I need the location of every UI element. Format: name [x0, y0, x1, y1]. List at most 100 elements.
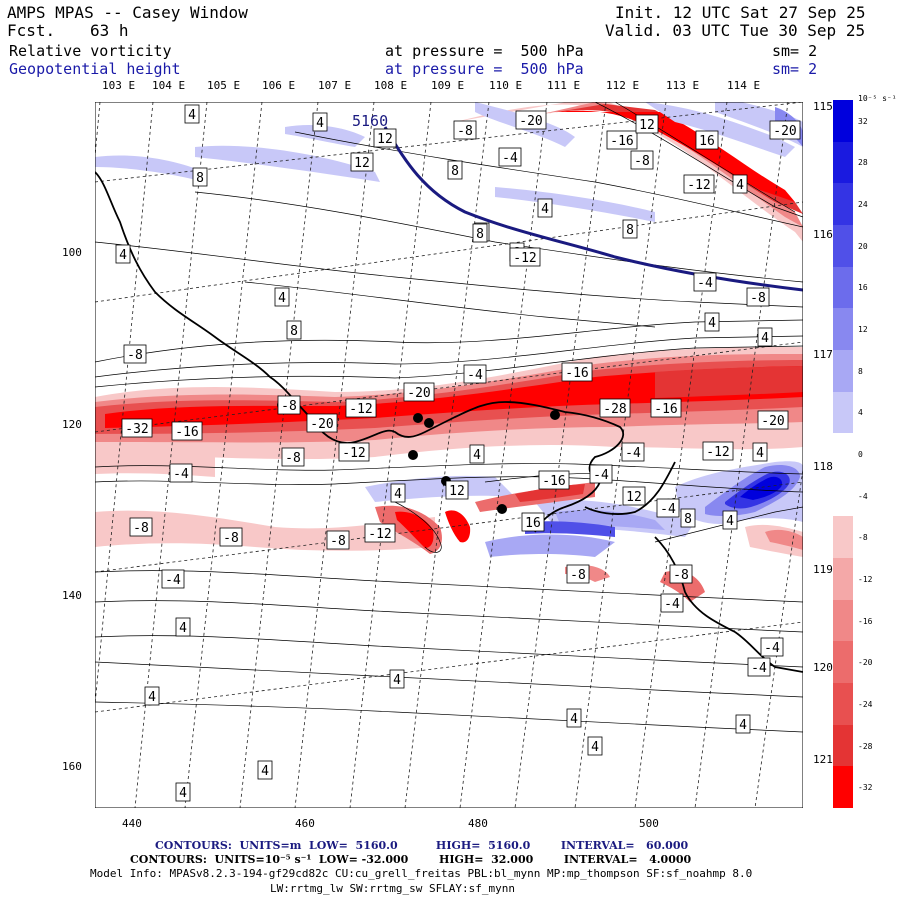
svg-text:-20: -20 — [773, 124, 796, 139]
colorbar-tick: -28 — [858, 741, 873, 751]
contour-value-label: -8 — [277, 395, 301, 415]
svg-text:12: 12 — [354, 156, 370, 171]
colorbar-swatch — [833, 641, 853, 684]
contour-value-label: -4 — [693, 272, 717, 292]
field1-smoothing: sm= 2 — [772, 42, 818, 60]
svg-text:-8: -8 — [223, 531, 239, 546]
svg-text:12: 12 — [626, 490, 642, 505]
valid-time: Valid. 03 UTC Tue 30 Sep 25 — [605, 21, 866, 40]
contour-value-label: -20 — [515, 110, 547, 130]
model-info-2: LW:rrtmg_lw SW:rrtmg_sw SFLAY:sf_mynn — [270, 882, 516, 895]
svg-text:4: 4 — [541, 202, 549, 217]
lon-label: 109 E — [431, 79, 465, 92]
y-tick: 100 — [62, 246, 82, 259]
colorbar-tick: 20 — [858, 241, 868, 251]
svg-text:4: 4 — [756, 446, 764, 461]
svg-text:8: 8 — [684, 512, 692, 527]
contours-vorticity-info: CONTOURS: UNITS=10⁻⁵ s⁻¹ LOW= -32.000 HI… — [130, 853, 692, 866]
svg-text:4: 4 — [739, 718, 747, 733]
colorbar-swatch — [833, 766, 853, 809]
svg-text:12: 12 — [449, 484, 465, 499]
svg-text:-12: -12 — [342, 446, 365, 461]
contour-value-label: -4 — [656, 498, 680, 518]
svg-text:4: 4 — [179, 786, 187, 801]
colorbar-swatch — [833, 100, 853, 143]
svg-text:-20: -20 — [761, 414, 784, 429]
colorbar-tick: 24 — [858, 200, 868, 210]
svg-text:-4: -4 — [467, 368, 483, 383]
contour-value-label: 4 — [722, 510, 738, 530]
svg-text:4: 4 — [119, 248, 127, 263]
colorbar-tick: -12 — [858, 574, 873, 584]
colorbar-swatch — [833, 599, 853, 642]
contour-value-label: 4 — [566, 708, 582, 728]
colorbar-tick: 4 — [858, 408, 863, 418]
svg-text:8: 8 — [476, 227, 484, 242]
svg-text:-4: -4 — [625, 446, 641, 461]
svg-text:4: 4 — [708, 316, 716, 331]
contour-value-label: 4 — [175, 782, 191, 802]
colorbar-swatch — [833, 224, 853, 268]
colorbar-swatch — [833, 724, 853, 767]
colorbar-swatch — [833, 308, 853, 351]
x-tick: 460 — [295, 817, 315, 830]
svg-text:-16: -16 — [610, 134, 633, 149]
lon-label: 103 E — [102, 79, 136, 92]
contour-value-label: -12 — [509, 247, 541, 267]
lon-label: 114 E — [727, 79, 761, 92]
contour-value-label: 4 — [704, 312, 720, 332]
contour-value-label: 4 — [732, 174, 748, 194]
colorbar-swatch — [833, 349, 853, 393]
station-dot — [408, 450, 418, 460]
contour-value-label: -4 — [660, 593, 684, 613]
contour-value-label: 4 — [144, 686, 160, 706]
contour-value-label: 4 — [115, 244, 131, 264]
field1-name: Relative vorticity — [9, 42, 172, 60]
contour-value-label: 4 — [389, 669, 405, 689]
station-dot — [497, 504, 507, 514]
colorbar-tick: 12 — [858, 325, 868, 335]
colorbar-tick: -24 — [858, 699, 873, 709]
contour-value-label: -12 — [702, 441, 734, 461]
contour-value-label: 16 — [521, 512, 545, 532]
contour-value-label: -8 — [746, 287, 770, 307]
contour-value-label: 8 — [622, 219, 638, 239]
contour-value-label: -4 — [589, 464, 613, 484]
colorbar-swatch — [833, 266, 853, 309]
colorbar-tick: -4 — [858, 491, 868, 501]
contour-value-label: -16 — [650, 398, 682, 418]
colorbar — [833, 100, 853, 809]
svg-text:-32: -32 — [125, 422, 148, 437]
contour-value-label: 4 — [175, 617, 191, 637]
svg-text:-8: -8 — [750, 291, 766, 306]
field1-level: at pressure = 500 hPa — [385, 42, 584, 60]
svg-text:4: 4 — [570, 712, 578, 727]
svg-text:16: 16 — [525, 516, 541, 531]
svg-text:12: 12 — [377, 132, 393, 147]
colorbar-swatch — [833, 433, 853, 476]
plot-title: AMPS MPAS -- Casey Window — [7, 3, 248, 22]
y-tick: 140 — [62, 589, 82, 602]
init-time: Init. 12 UTC Sat 27 Sep 25 — [615, 3, 866, 22]
svg-text:-4: -4 — [502, 151, 518, 166]
contour-value-label: 8 — [286, 320, 302, 340]
svg-text:4: 4 — [261, 764, 269, 779]
field2-level: at pressure = 500 hPa — [385, 60, 584, 78]
forecast-value: 63 h — [90, 21, 129, 40]
station-dot — [550, 410, 560, 420]
contour-value-label: 12 — [635, 114, 659, 134]
contour-value-label: 4 — [537, 198, 553, 218]
svg-text:4: 4 — [393, 673, 401, 688]
colorbar-tick: 8 — [858, 366, 863, 376]
colorbar-tick: -20 — [858, 658, 873, 668]
svg-text:-8: -8 — [634, 154, 650, 169]
svg-text:4: 4 — [591, 740, 599, 755]
colorbar-tick: -8 — [858, 533, 868, 543]
svg-text:-28: -28 — [603, 402, 626, 417]
contour-value-label: -8 — [129, 517, 153, 537]
svg-text:8: 8 — [290, 324, 298, 339]
vorticity-map: 5160 44-8-2012-16-816-2012-48-1248124884… — [95, 102, 803, 808]
contour-value-label: -20 — [769, 120, 801, 140]
svg-text:4: 4 — [179, 621, 187, 636]
contour-value-label: 8 — [680, 508, 696, 528]
